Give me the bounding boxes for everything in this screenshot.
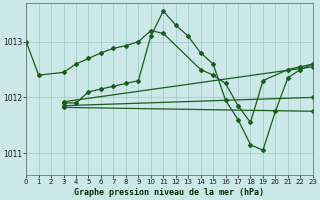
X-axis label: Graphe pression niveau de la mer (hPa): Graphe pression niveau de la mer (hPa): [75, 188, 265, 197]
